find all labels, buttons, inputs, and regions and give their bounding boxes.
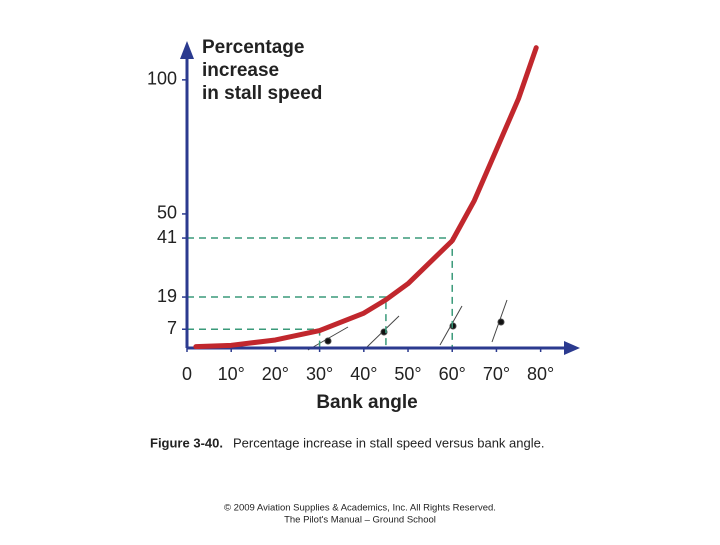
y-tick-label: 50 bbox=[157, 203, 177, 223]
y-axis-label: Percentage bbox=[202, 37, 304, 58]
plane-body bbox=[324, 337, 332, 345]
x-tick-label: 70° bbox=[483, 364, 510, 384]
plane-body bbox=[449, 322, 457, 330]
footer: © 2009 Aviation Supplies & Academics, In… bbox=[224, 503, 496, 514]
guide-line bbox=[187, 296, 387, 348]
curve bbox=[193, 45, 539, 350]
y-axis-label: in stall speed bbox=[202, 83, 322, 104]
y-tick-label: 100 bbox=[147, 69, 177, 89]
y-tick-label: 7 bbox=[167, 318, 177, 338]
x-tick-label: 50° bbox=[394, 364, 421, 384]
y-tick-label: 19 bbox=[157, 286, 177, 306]
x-tick-label: 40° bbox=[350, 364, 377, 384]
footer: The Pilot's Manual – Ground School bbox=[284, 515, 436, 526]
caption: Percentage increase in stall speed versu… bbox=[233, 435, 544, 450]
x-axis-arrow bbox=[564, 341, 580, 355]
x-tick-label: 10° bbox=[218, 364, 245, 384]
x-tick-label: 80° bbox=[527, 364, 554, 384]
caption-label: Figure 3-40. bbox=[150, 435, 223, 450]
x-tick-label: 30° bbox=[306, 364, 333, 384]
y-tick-label: 41 bbox=[157, 227, 177, 247]
y-axis-label: increase bbox=[202, 60, 279, 81]
x-tick-label: 0 bbox=[182, 364, 192, 384]
plane-body bbox=[497, 318, 505, 326]
x-axis-label: Bank angle bbox=[316, 392, 417, 413]
y-axis-arrow bbox=[180, 41, 194, 59]
x-tick-label: 20° bbox=[262, 364, 289, 384]
x-tick-label: 60° bbox=[439, 364, 466, 384]
